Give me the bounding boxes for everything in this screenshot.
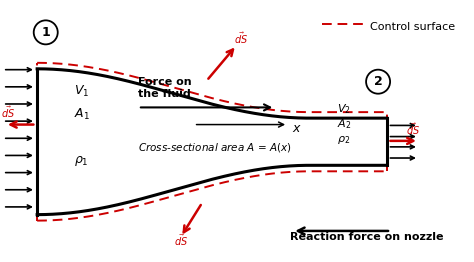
Text: Force on
the fluid: Force on the fluid [138,77,191,99]
Text: 1: 1 [41,26,50,39]
Text: 2: 2 [374,75,383,88]
Text: Cross-sectional area $A$ = $A(x)$: Cross-sectional area $A$ = $A(x)$ [138,141,292,154]
Text: Control surface: Control surface [370,22,455,32]
Text: $V_1$: $V_1$ [73,84,89,99]
Text: x: x [292,122,300,135]
Text: $\vec{dS}$: $\vec{dS}$ [0,105,15,120]
Text: $\vec{dS}$: $\vec{dS}$ [174,232,189,248]
Text: $\rho_2$: $\rho_2$ [337,134,351,146]
Text: $A_2$: $A_2$ [337,117,352,130]
Text: $A_1$: $A_1$ [73,107,90,122]
Text: $V_2$: $V_2$ [337,102,351,116]
Text: $\rho_1$: $\rho_1$ [73,154,88,168]
Text: Reaction force on nozzle: Reaction force on nozzle [290,232,444,242]
Text: $\vec{dS}$: $\vec{dS}$ [235,31,248,46]
Text: $\vec{dS}$: $\vec{dS}$ [406,122,420,137]
